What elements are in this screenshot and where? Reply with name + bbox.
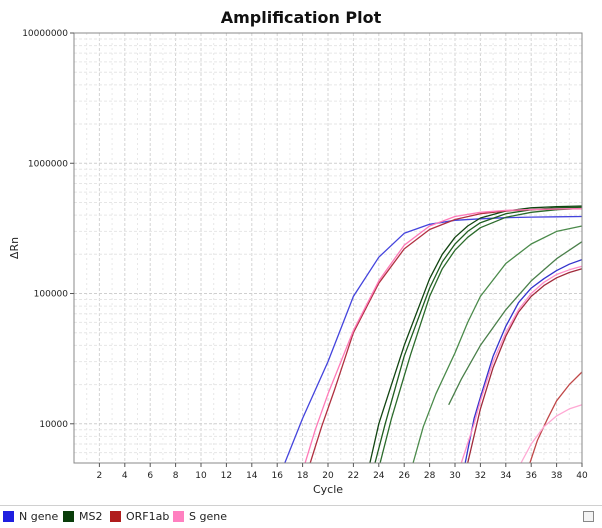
legend: N gene MS2 ORF1ab S gene [0,505,602,528]
legend-item-n-gene[interactable]: N gene [3,510,58,523]
x-tick-label: 28 [424,471,436,481]
amplification-curve [467,268,583,464]
legend-swatch-ms2 [63,511,74,522]
x-tick-label: 26 [398,471,410,481]
legend-item-ms2[interactable]: MS2 [63,510,102,523]
y-tick-label: 1000000 [28,159,68,169]
x-tick-label: 20 [322,471,334,481]
y-axis-label: ΔRn [8,237,21,259]
x-tick-label: 38 [551,471,563,481]
amplification-curve [520,404,583,464]
y-tick-label: 10000000 [22,29,68,39]
legend-item-orf1ab[interactable]: ORF1ab [110,510,169,523]
amplification-plot: 2 4 6 8 10 12 14 16 18 20 22 24 26 28 30 32 34 36 38 401000… [8,29,588,496]
amplification-curve [448,241,583,406]
x-tick-label: 36 [525,471,537,481]
legend-options-button[interactable] [583,511,594,522]
legend-label-n-gene: N gene [19,510,59,523]
x-tick-label: 22 [348,471,359,481]
y-tick-label: 100000 [34,290,69,300]
x-tick-label: 10 [195,471,207,481]
x-tick-label: 40 [576,471,588,481]
amplification-curve [529,371,583,464]
legend-label-s-gene: S gene [189,510,227,523]
x-tick-label: 24 [373,471,385,481]
x-tick-label: 34 [500,471,512,481]
legend-swatch-n-gene [3,511,14,522]
amplification-curve [412,225,583,464]
legend-label-ms2: MS2 [79,510,103,523]
x-tick-label: 30 [449,471,461,481]
y-tick-label: 10000 [39,420,68,430]
x-tick-label: 4 [122,471,128,481]
amplification-curve [379,207,583,464]
x-tick-label: 14 [246,471,258,481]
amplification-curve [304,208,583,464]
x-tick-label: 2 [97,471,103,481]
legend-item-s-gene[interactable]: S gene [173,510,227,523]
x-tick-label: 32 [475,471,486,481]
legend-label-orf1ab: ORF1ab [126,510,170,523]
amplification-curve [460,265,583,464]
x-tick-label: 8 [173,471,179,481]
amplification-curve [284,215,583,464]
amplification-curve [369,205,583,464]
legend-swatch-s-gene [173,511,184,522]
legend-swatch-orf1ab [110,511,121,522]
amplification-curve [464,258,583,464]
x-tick-label: 16 [271,471,283,481]
x-tick-label: 12 [221,471,232,481]
x-axis-label: Cycle [313,483,343,496]
chart-title: Amplification Plot [220,8,382,27]
x-tick-label: 6 [147,471,153,481]
x-tick-label: 18 [297,471,309,481]
